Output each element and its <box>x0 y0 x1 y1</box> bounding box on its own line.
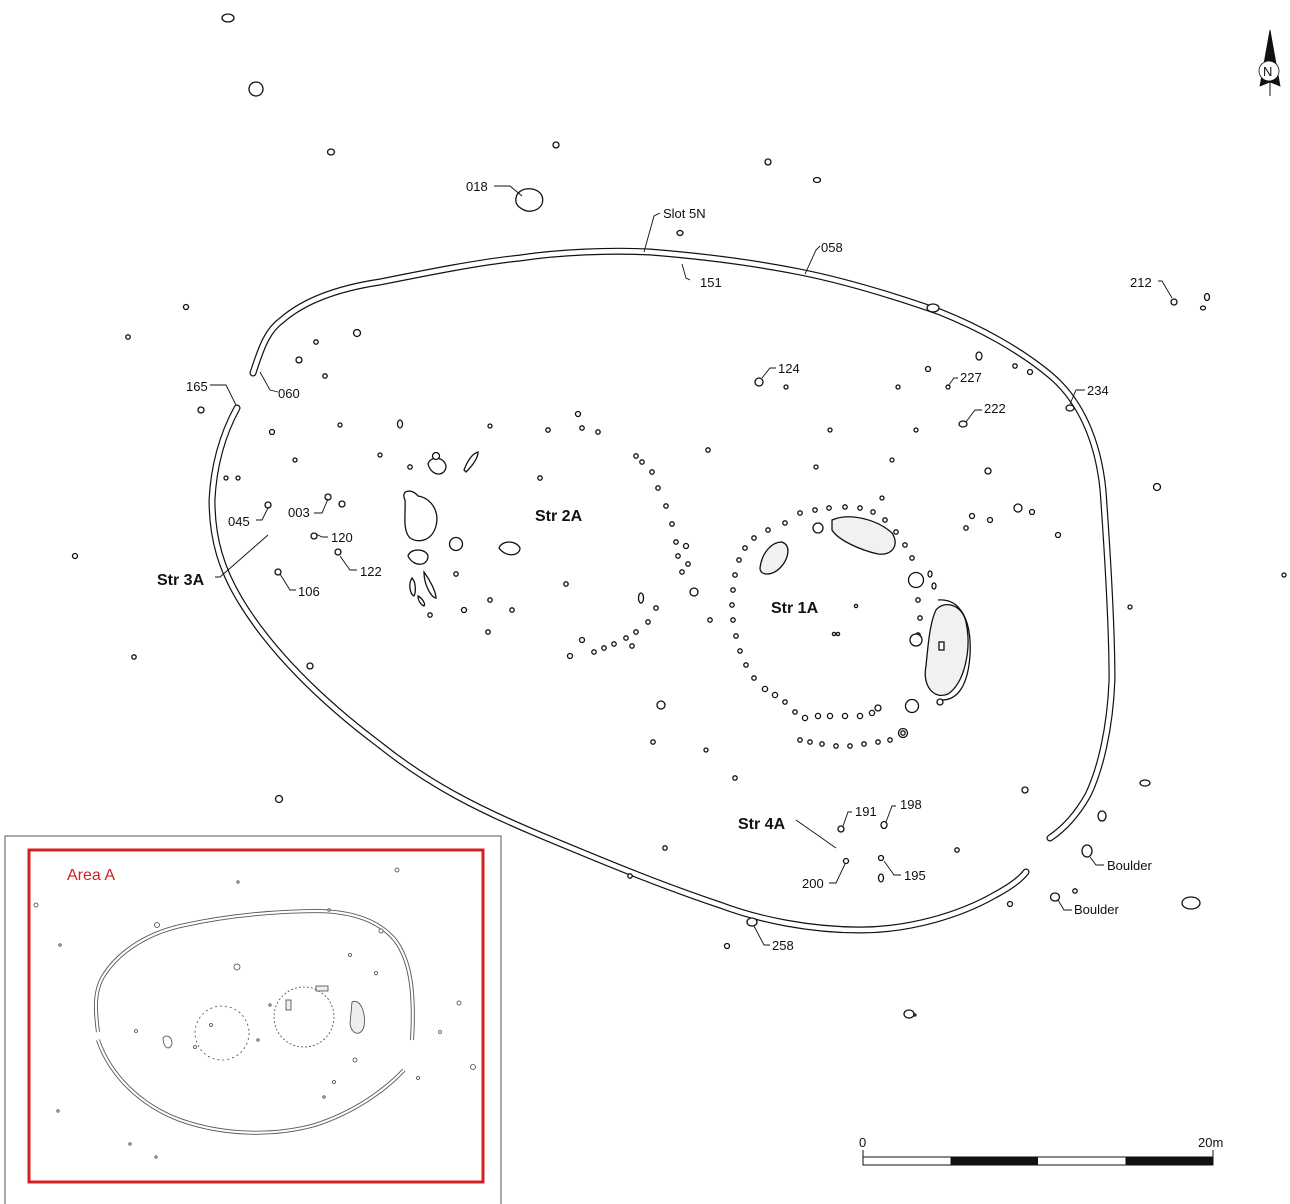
feature-label-boulder-2: Boulder <box>1074 902 1119 917</box>
feature-label-003: 003 <box>288 505 310 520</box>
inset-area-frame <box>27 848 485 1184</box>
feature-label-200: 200 <box>802 876 824 891</box>
scale-bar: 0 20m <box>859 1135 1223 1166</box>
feature-label-slot-5n: Slot 5N <box>663 206 706 221</box>
feature-label-198: 198 <box>900 797 922 812</box>
feature-label-222: 222 <box>984 401 1006 416</box>
inset-map: Area A <box>4 835 502 1204</box>
north-arrow: N <box>1258 29 1281 96</box>
inset-enclosure <box>93 909 415 1135</box>
structure-label-str2a: Str 2A <box>535 508 583 525</box>
structure-label-str1a: Str 1A <box>771 600 819 617</box>
feature-label-195: 195 <box>904 868 926 883</box>
feature-label-234: 234 <box>1087 383 1109 398</box>
feature-label-227: 227 <box>960 370 982 385</box>
pits-and-postholes <box>71 13 1287 1019</box>
feature-label-258: 258 <box>772 938 794 953</box>
structure-2a <box>403 410 711 660</box>
inset-title: Area A <box>67 867 115 884</box>
feature-label-058: 058 <box>821 240 843 255</box>
scale-end-label: 20m <box>1198 1135 1223 1150</box>
feature-label-018: 018 <box>466 179 488 194</box>
feature-label-151: 151 <box>700 275 722 290</box>
structure-labels: Str 1A Str 2A Str 3A Str 4A <box>157 508 819 833</box>
feature-labels: 018 Slot 5N 058 151 212 060 165 124 227 … <box>186 179 1152 953</box>
structure-label-str4a: Str 4A <box>738 816 786 833</box>
feature-label-045: 045 <box>228 514 250 529</box>
feature-label-122: 122 <box>360 564 382 579</box>
feature-label-boulder-1: Boulder <box>1107 858 1152 873</box>
feature-label-124: 124 <box>778 361 800 376</box>
feature-label-191: 191 <box>855 804 877 819</box>
enclosure-ditch <box>208 247 1116 934</box>
feature-label-165: 165 <box>186 379 208 394</box>
feature-label-106: 106 <box>298 584 320 599</box>
feature-label-120: 120 <box>331 530 353 545</box>
inset-features <box>33 867 476 1159</box>
structure-1a <box>729 504 971 749</box>
north-label: N <box>1263 64 1272 79</box>
feature-leaders <box>210 185 1173 946</box>
scale-start-label: 0 <box>859 1135 866 1150</box>
feature-label-060: 060 <box>278 386 300 401</box>
structure-label-str3a: Str 3A <box>157 572 205 589</box>
feature-label-212: 212 <box>1130 275 1152 290</box>
